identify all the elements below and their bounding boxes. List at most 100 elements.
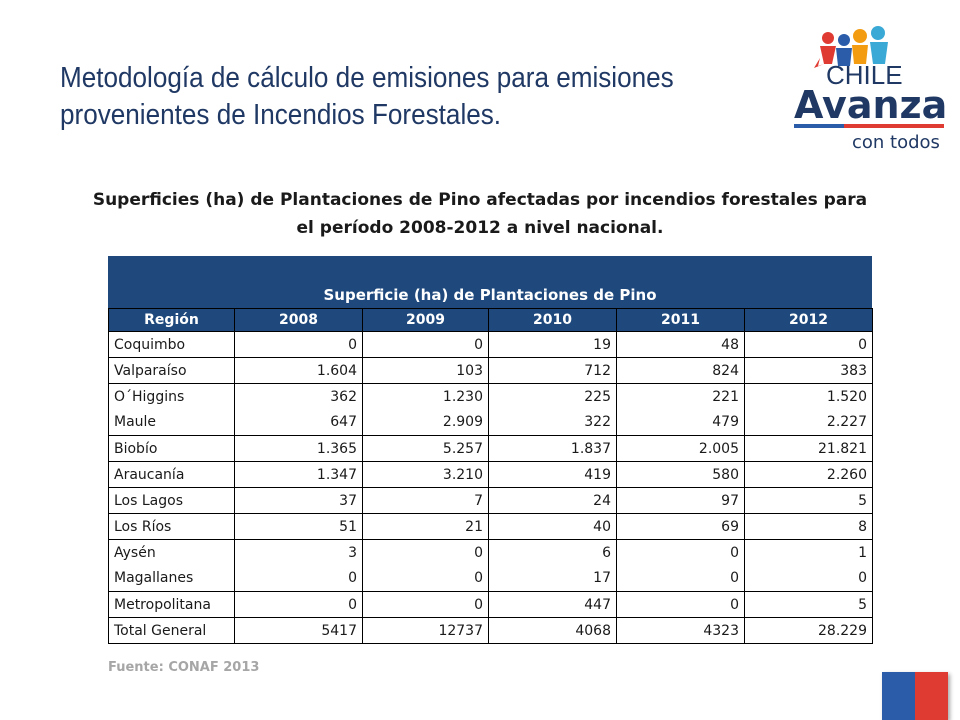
value-cell: 4323 [616, 617, 745, 644]
chile-flag-icon [882, 672, 948, 720]
value-cell: 362 [234, 383, 363, 410]
column-header: 2008 [234, 308, 363, 332]
table-row: Maule 647 2.909 322 479 2.227 [108, 409, 873, 436]
value-cell: 1.520 [744, 383, 873, 410]
value-cell: 97 [616, 487, 745, 514]
value-cell: 2.005 [616, 435, 745, 462]
value-cell: 0 [362, 539, 489, 566]
table-row: O´Higgins 362 1.230 225 221 1.520 [108, 383, 873, 410]
flag-blue-stripe [882, 672, 915, 720]
value-cell: 0 [234, 565, 363, 592]
logo-word-con-todos: con todos [852, 132, 940, 153]
value-cell: 0 [362, 331, 489, 358]
value-cell: 17 [488, 565, 617, 592]
logo-graphic: CHILE Avanza con todos [794, 26, 947, 153]
data-table-container: Superficie (ha) de Plantaciones de Pino … [108, 256, 873, 644]
children-figures-icon [814, 26, 888, 68]
value-cell: 419 [488, 461, 617, 488]
region-cell: Aysén [108, 539, 235, 566]
value-cell: 647 [234, 409, 363, 436]
column-header: 2011 [616, 308, 745, 332]
value-cell: 5417 [234, 617, 363, 644]
region-cell: Magallanes [108, 565, 235, 592]
region-cell: O´Higgins [108, 383, 235, 410]
value-cell: 5 [744, 487, 873, 514]
value-cell: 3 [234, 539, 363, 566]
value-cell: 2.260 [744, 461, 873, 488]
value-cell: 12737 [362, 617, 489, 644]
table-description: Superficies (ha) de Plantaciones de Pino… [60, 186, 900, 242]
table-row: Total General 5417 12737 4068 4323 28.229 [108, 617, 873, 644]
value-cell: 3.210 [362, 461, 489, 488]
description-line-1: Superficies (ha) de Plantaciones de Pino… [92, 190, 868, 210]
value-cell: 5.257 [362, 435, 489, 462]
value-cell: 1.347 [234, 461, 363, 488]
value-cell: 37 [234, 487, 363, 514]
table-header-row: Región 2008 2009 2010 2011 2012 [108, 308, 873, 332]
value-cell: 447 [488, 591, 617, 618]
logo-word-chile: CHILE [826, 60, 903, 90]
region-cell: Total General [108, 617, 235, 644]
value-cell: 8 [744, 513, 873, 540]
value-cell: 2.909 [362, 409, 489, 436]
table-row: Metropolitana 0 0 447 0 5 [108, 591, 873, 618]
source-note: Fuente: CONAF 2013 [108, 660, 260, 675]
value-cell: 48 [616, 331, 745, 358]
region-cell: Maule [108, 409, 235, 436]
value-cell: 1.365 [234, 435, 363, 462]
value-cell: 21 [362, 513, 489, 540]
table-row: Los Ríos 51 21 40 69 8 [108, 513, 873, 540]
value-cell: 19 [488, 331, 617, 358]
value-cell: 2.227 [744, 409, 873, 436]
value-cell: 824 [616, 357, 745, 384]
pine-plantations-table: Región 2008 2009 2010 2011 2012 Coquimbo 0 0 19 4… [108, 308, 873, 644]
value-cell: 712 [488, 357, 617, 384]
region-cell: Metropolitana [108, 591, 235, 618]
slide-title: Metodología de cálculo de emisiones para… [60, 60, 708, 134]
value-cell: 0 [616, 539, 745, 566]
value-cell: 5 [744, 591, 873, 618]
table-row: Valparaíso 1.604 103 712 824 383 [108, 357, 873, 384]
table-body: Coquimbo 0 0 19 48 0 Valparaíso 1.604 103 712 824 3… [108, 331, 873, 644]
column-header: Región [108, 308, 235, 332]
value-cell: 7 [362, 487, 489, 514]
value-cell: 322 [488, 409, 617, 436]
value-cell: 6 [488, 539, 617, 566]
region-cell: Biobío [108, 435, 235, 462]
table-row: Aysén 3 0 6 0 1 [108, 539, 873, 566]
value-cell: 0 [744, 565, 873, 592]
value-cell: 0 [234, 331, 363, 358]
table-row: Magallanes 0 0 17 0 0 [108, 565, 873, 592]
table-row: Araucanía 1.347 3.210 419 580 2.260 [108, 461, 873, 488]
value-cell: 221 [616, 383, 745, 410]
region-cell: Los Lagos [108, 487, 235, 514]
title-line-1: Metodología de cálculo de emisiones para… [60, 62, 674, 94]
value-cell: 580 [616, 461, 745, 488]
value-cell: 21.821 [744, 435, 873, 462]
region-cell: Los Ríos [108, 513, 235, 540]
value-cell: 1.837 [488, 435, 617, 462]
table-row: Coquimbo 0 0 19 48 0 [108, 331, 873, 358]
region-cell: Araucanía [108, 461, 235, 488]
value-cell: 0 [362, 591, 489, 618]
description-line-2: el período 2008-2012 a nivel nacional. [296, 218, 664, 238]
value-cell: 479 [616, 409, 745, 436]
value-cell: 24 [488, 487, 617, 514]
value-cell: 103 [362, 357, 489, 384]
value-cell: 0 [616, 591, 745, 618]
value-cell: 69 [616, 513, 745, 540]
column-header: 2010 [488, 308, 617, 332]
flag-red-stripe [915, 672, 948, 720]
region-cell: Coquimbo [108, 331, 235, 358]
value-cell: 1.604 [234, 357, 363, 384]
value-cell: 1.230 [362, 383, 489, 410]
region-cell: Valparaíso [108, 357, 235, 384]
logo-word-avanza: Avanza [794, 83, 947, 127]
value-cell: 0 [362, 565, 489, 592]
title-line-2: provenientes de Incendios Forestales. [60, 99, 502, 131]
table-caption: Superficie (ha) de Plantaciones de Pino [108, 256, 872, 308]
chile-avanza-logo: CHILE Avanza con todos [790, 20, 950, 160]
column-header: 2009 [362, 308, 489, 332]
value-cell: 28.229 [744, 617, 873, 644]
value-cell: 0 [744, 331, 873, 358]
